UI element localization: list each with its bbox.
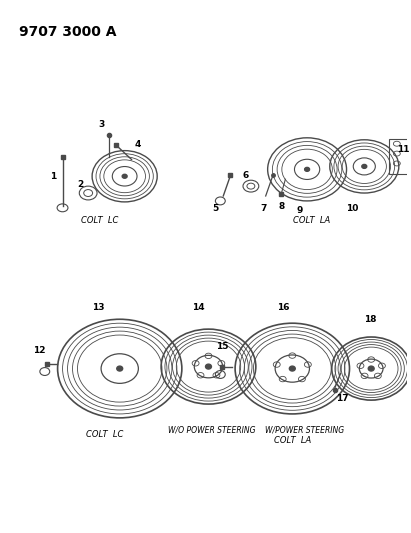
Text: 9707 3000 A: 9707 3000 A [19,26,117,39]
Ellipse shape [368,366,374,371]
Text: 16: 16 [277,303,290,312]
Text: 15: 15 [216,342,229,351]
Text: 14: 14 [192,303,205,312]
Ellipse shape [122,174,127,178]
Text: 10: 10 [346,204,359,213]
Text: 4: 4 [134,140,141,149]
Ellipse shape [117,366,123,371]
Text: W/O POWER STEERING    W/POWER STEERING: W/O POWER STEERING W/POWER STEERING [168,426,344,435]
Ellipse shape [305,167,309,171]
Text: 1: 1 [50,172,56,181]
Text: 8: 8 [278,203,284,212]
Text: 12: 12 [32,346,45,356]
Text: 18: 18 [364,315,376,324]
Text: COLT  LA: COLT LA [274,435,311,445]
Ellipse shape [289,366,295,371]
Text: 3: 3 [99,120,105,130]
Text: COLT  LC: COLT LC [81,216,119,225]
Text: COLT  LA: COLT LA [293,216,330,225]
Text: 11: 11 [397,145,410,154]
Text: 2: 2 [77,180,83,189]
Text: 5: 5 [212,204,219,213]
Text: 9: 9 [296,206,302,215]
Bar [389,139,411,174]
Text: 17: 17 [336,394,349,402]
Ellipse shape [362,165,367,168]
Text: 7: 7 [261,204,267,213]
Text: 13: 13 [92,303,104,312]
Ellipse shape [206,364,211,369]
Text: COLT  LC: COLT LC [86,430,124,439]
Text: 6: 6 [243,171,249,180]
